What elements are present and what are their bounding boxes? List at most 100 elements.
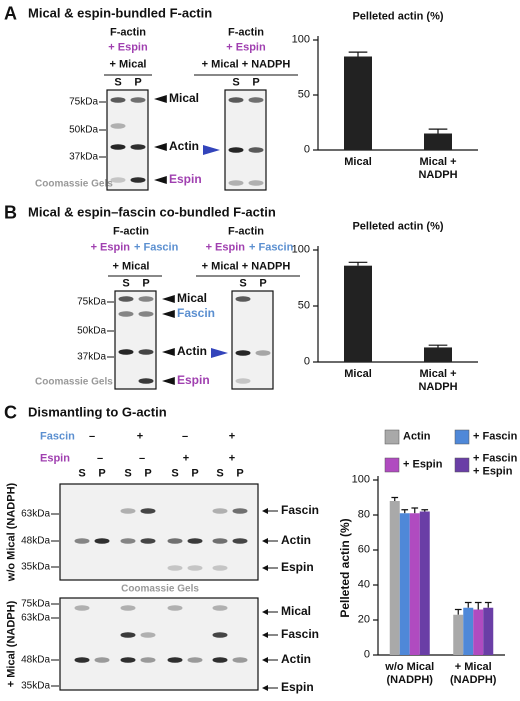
- panel-letter: B: [4, 202, 17, 223]
- marker-label: 50kDa: [69, 124, 98, 136]
- gel-band: [187, 565, 203, 571]
- marker-label: 48kDa: [21, 654, 50, 666]
- lane-label: S: [171, 467, 179, 480]
- gel-band: [167, 565, 183, 571]
- gel-band: [94, 538, 110, 544]
- lane-label: S: [114, 76, 122, 89]
- gel-band: [140, 632, 156, 638]
- gel-side-label: + Mical (NADPH): [5, 600, 18, 688]
- arrowhead: [262, 632, 268, 638]
- lane-label: P: [144, 467, 152, 480]
- gel-band: [212, 565, 228, 571]
- legend-label: + Espin: [403, 458, 443, 471]
- legend-swatch: [384, 457, 400, 473]
- condition: F-actin: [112, 225, 150, 238]
- gel-band: [120, 605, 136, 611]
- x-tick-label: Mical: [344, 156, 372, 168]
- condition: + Fascin: [134, 241, 179, 254]
- panel-title: Mical & espin–fascin co-bundled F-actin: [28, 204, 276, 220]
- sign: +: [228, 430, 236, 443]
- panel-title: Dismantling to G-actin: [28, 404, 167, 420]
- gel-band: [120, 657, 136, 663]
- bar: [424, 133, 452, 150]
- x-tick-label: Mical + NADPH: [418, 368, 458, 393]
- error-bar: [428, 128, 448, 134]
- gel-band: [248, 180, 264, 186]
- gel-band: [212, 657, 228, 663]
- y-tick-label: 100: [291, 33, 310, 46]
- gel-band: [74, 605, 90, 611]
- gel-band: [74, 538, 90, 544]
- gel-band: [212, 508, 228, 514]
- band-label: Espin: [281, 560, 314, 575]
- lane-label: S: [78, 467, 86, 480]
- band-label: Mical: [177, 291, 208, 306]
- gel-band: [130, 144, 146, 150]
- condition: + Mical: [112, 260, 150, 273]
- gel-band: [248, 97, 264, 103]
- marker-label: 37kDa: [77, 351, 106, 363]
- gel-band: [167, 538, 183, 544]
- chart-title: Pelleted actin (%): [352, 10, 444, 23]
- y-tick-label: 20: [357, 613, 370, 626]
- bar: [409, 513, 420, 655]
- marker-label: 75kDa: [69, 96, 98, 108]
- gel-band: [255, 350, 271, 356]
- gel: [59, 597, 259, 691]
- legend-swatch: [454, 457, 470, 473]
- sign: –: [138, 452, 146, 465]
- gel: [231, 290, 274, 390]
- gel: [106, 89, 149, 191]
- bar: [419, 511, 430, 655]
- band-label: Actin: [177, 344, 207, 359]
- gel-band: [235, 378, 251, 384]
- error-bar: [484, 601, 492, 608]
- arrowhead: [262, 685, 268, 691]
- error-bar: [464, 601, 472, 608]
- blue-arrowhead: [203, 145, 220, 155]
- gel-band: [74, 657, 90, 663]
- gel-band: [235, 296, 251, 302]
- arrowhead: [162, 295, 175, 303]
- panel-title: Mical & espin-bundled F-actin: [28, 5, 213, 21]
- y-tick-label: 80: [357, 508, 370, 521]
- legend-label: Actin: [403, 430, 431, 443]
- panel-letter: A: [4, 3, 17, 24]
- row-label: Espin: [40, 452, 70, 465]
- condition: + Mical + NADPH: [201, 260, 291, 273]
- lane-label: S: [124, 467, 132, 480]
- gel-band: [110, 97, 126, 103]
- lane-label: P: [134, 76, 142, 89]
- gel-band: [187, 657, 203, 663]
- gel-band: [140, 508, 156, 514]
- sign: –: [96, 452, 104, 465]
- y-tick-label: 100: [291, 243, 310, 256]
- gel-band: [130, 177, 146, 183]
- marker-label: 75kDa: [21, 598, 50, 610]
- error-bar: [411, 507, 419, 514]
- lane-label: P: [236, 467, 244, 480]
- sign: +: [136, 430, 144, 443]
- bar: [463, 607, 474, 655]
- y-tick-label: 40: [357, 578, 370, 591]
- gel-band: [235, 350, 251, 356]
- y-tick-label: 50: [297, 299, 310, 312]
- gel-band: [167, 605, 183, 611]
- gel-band: [138, 296, 154, 302]
- band-label: Espin: [177, 373, 210, 388]
- gel-band: [228, 180, 244, 186]
- condition: + Fascin: [249, 241, 294, 254]
- bar: [473, 609, 484, 655]
- error-bar: [391, 496, 399, 501]
- error-bar: [401, 509, 409, 514]
- lane-label: P: [142, 277, 150, 290]
- lane-label: P: [191, 467, 199, 480]
- lane-label: S: [122, 277, 130, 290]
- gel-band: [232, 538, 248, 544]
- error-bar: [474, 601, 482, 610]
- arrowhead: [262, 508, 268, 514]
- x-tick-label: + Mical (NADPH): [450, 661, 497, 686]
- condition: F-actin: [227, 26, 265, 39]
- sign: –: [88, 430, 96, 443]
